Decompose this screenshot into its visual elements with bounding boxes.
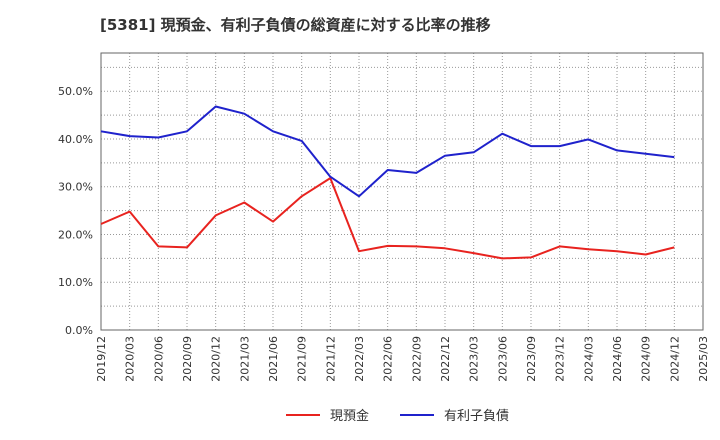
legend: 現預金 有利子負債 [286, 408, 509, 424]
x-tick-label: 2020/12 [210, 336, 223, 382]
x-tick-label: 2022/12 [439, 336, 452, 382]
y-tick-label: 40.0% [58, 133, 93, 146]
x-tick-label: 2022/09 [410, 336, 423, 382]
x-tick-label: 2023/03 [468, 336, 481, 382]
x-tick-label: 2020/03 [124, 336, 137, 382]
x-tick-label: 2021/06 [267, 336, 280, 382]
x-tick-label: 2020/09 [181, 336, 194, 382]
y-tick-label: 30.0% [58, 181, 93, 194]
y-tick-label: 20.0% [58, 228, 93, 241]
x-tick-label: 2024/03 [582, 336, 595, 382]
x-tick-label: 2023/12 [554, 336, 567, 382]
plot-area [100, 52, 704, 331]
series-line-1 [100, 105, 675, 198]
legend-label-0: 現預金 [330, 408, 369, 424]
chart-title: [5381] 現預金、有利子負債の総資産に対する比率の推移 [100, 16, 491, 34]
x-tick-label: 2024/09 [640, 336, 653, 382]
x-tick-label: 2025/03 [697, 336, 710, 382]
grid-lines [100, 53, 704, 331]
x-tick-label: 2023/06 [496, 336, 509, 382]
x-tick-label: 2020/06 [152, 336, 165, 382]
x-tick-label: 2021/12 [324, 336, 337, 382]
x-tick-label: 2021/09 [296, 336, 309, 382]
x-tick-label: 2022/06 [382, 336, 395, 382]
y-tick-label: 0.0% [65, 324, 93, 337]
x-tick-label: 2019/12 [95, 336, 108, 382]
series-lines [100, 105, 675, 260]
legend-label-1: 有利子負債 [444, 409, 509, 424]
series-line-0 [100, 177, 675, 260]
y-tick-label: 50.0% [58, 85, 93, 98]
x-tick-label: 2023/09 [525, 336, 538, 382]
x-tick-label: 2024/06 [611, 336, 624, 382]
y-tick-label: 10.0% [58, 276, 93, 289]
x-tick-label: 2021/03 [238, 336, 251, 382]
x-tick-label: 2024/12 [668, 336, 681, 382]
y-axis: 0.0% 10.0% 20.0% 30.0% 40.0% 50.0% [58, 85, 93, 337]
x-axis: 2019/12 2020/03 2020/06 2020/09 2020/12 2021/… [95, 336, 710, 382]
x-tick-label: 2022/03 [353, 336, 366, 382]
